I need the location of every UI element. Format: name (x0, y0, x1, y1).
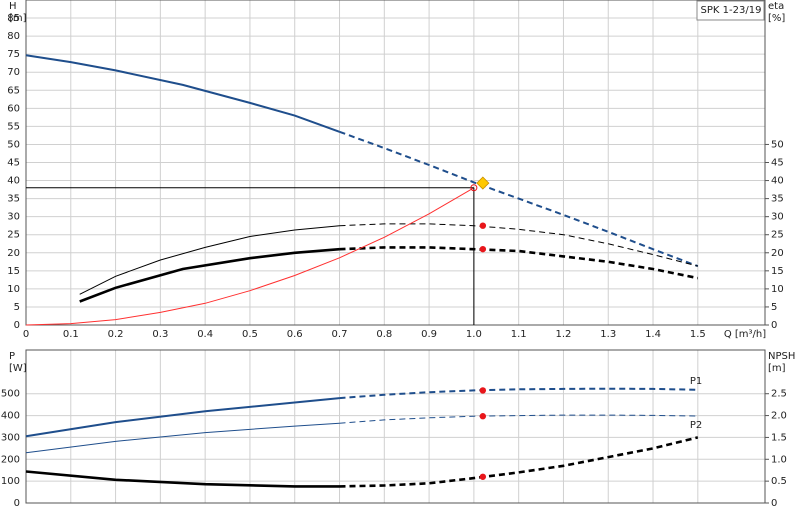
y2-tick-label: 30 (771, 212, 784, 223)
y-axis-label: [W] (9, 363, 27, 374)
y2-tick-label: 25 (771, 230, 784, 241)
y-tick-label: 70 (7, 67, 20, 78)
y-tick-label: 50 (7, 139, 20, 150)
x-tick-label: 1.5 (690, 329, 706, 340)
y2-tick-label: 0 (771, 320, 777, 331)
curve (25, 422, 340, 454)
x-tick-label: 0.1 (63, 329, 79, 340)
y2-axis-label: NPSH (768, 351, 795, 362)
y-tick-label: 0 (14, 498, 20, 509)
y-tick-label: 400 (1, 411, 20, 422)
x-tick-label: 0.2 (108, 329, 124, 340)
y-tick-label: 30 (7, 212, 20, 223)
y2-tick-label: 1.0 (771, 454, 787, 465)
y2-tick-label: 5 (771, 302, 777, 313)
point-marker (479, 222, 487, 229)
curve (25, 397, 340, 438)
curve (25, 54, 340, 133)
y-tick-label: 65 (7, 85, 20, 96)
duty-marker (476, 176, 490, 190)
x-tick-label: 0.6 (287, 329, 303, 340)
y2-tick-label: 2.5 (771, 389, 787, 400)
series-label: P1 (690, 376, 702, 387)
y-axis-label: H (9, 1, 17, 12)
y-tick-label: 0 (14, 320, 20, 331)
y2-tick-label: 50 (771, 139, 784, 150)
y-tick-label: 85 (7, 13, 20, 24)
y-tick-label: 15 (7, 266, 20, 277)
x-tick-label: 0.9 (421, 329, 437, 340)
y-tick-label: 55 (7, 121, 20, 132)
y-tick-label: 20 (7, 248, 20, 259)
point-marker (479, 413, 487, 420)
curve (79, 225, 340, 295)
y2-tick-label: 20 (771, 248, 784, 259)
y-tick-label: 500 (1, 389, 20, 400)
y-tick-label: 100 (1, 476, 20, 487)
y2-axis-label: eta (768, 1, 784, 12)
y-axis-label: [m] (9, 13, 27, 24)
x-tick-label: 0.3 (152, 329, 168, 340)
x-tick-label: 0 (23, 329, 29, 340)
x-tick-label: 1.4 (645, 329, 661, 340)
curve (25, 470, 340, 488)
y2-tick-label: 35 (771, 194, 784, 205)
curve (79, 247, 340, 303)
point-marker (479, 473, 487, 480)
series-label: P2 (690, 420, 702, 431)
y-tick-label: 200 (1, 454, 20, 465)
x-tick-label: 1.2 (556, 329, 572, 340)
y-tick-label: 80 (7, 31, 20, 42)
curve (339, 130, 699, 268)
x-tick-label: 1.3 (600, 329, 616, 340)
point-marker (479, 245, 487, 253)
y-tick-label: 60 (7, 103, 20, 114)
curve (339, 223, 698, 267)
y-tick-label: 300 (1, 432, 20, 443)
point-marker (479, 387, 487, 394)
y-tick-label: 10 (7, 284, 20, 295)
x-axis-label: Q [m³/h] (724, 329, 766, 340)
y2-axis-label: [%] (768, 13, 785, 24)
y2-tick-label: 1.5 (771, 432, 787, 443)
y2-tick-label: 40 (771, 176, 784, 187)
y2-tick-label: 45 (771, 158, 784, 169)
y-axis-label: P (9, 351, 15, 362)
y2-axis-label: [m] (768, 363, 786, 374)
x-tick-label: 0.5 (242, 329, 258, 340)
x-tick-label: 1.0 (466, 329, 482, 340)
y2-tick-label: 2.0 (771, 411, 787, 422)
plot-frame (25, 349, 766, 504)
plot-frame (25, 0, 766, 326)
curve (339, 436, 699, 488)
y-tick-label: 35 (7, 194, 20, 205)
chart-title: SPK 1-23/19 (701, 5, 762, 16)
y-tick-label: 40 (7, 176, 20, 187)
x-tick-label: 0.4 (197, 329, 213, 340)
curve (25, 187, 475, 326)
y2-tick-label: 0.5 (771, 476, 787, 487)
y-tick-label: 45 (7, 158, 20, 169)
x-tick-label: 0.7 (332, 329, 348, 340)
y-tick-label: 75 (7, 49, 20, 60)
y-tick-label: 5 (14, 302, 20, 313)
y-tick-label: 25 (7, 230, 20, 241)
y2-tick-label: 10 (771, 284, 784, 295)
y2-tick-label: 15 (771, 266, 784, 277)
x-tick-label: 0.8 (376, 329, 392, 340)
duty-circle (470, 184, 478, 192)
y2-tick-label: 0 (771, 498, 777, 509)
x-tick-label: 1.1 (511, 329, 527, 340)
title-box (696, 0, 765, 21)
